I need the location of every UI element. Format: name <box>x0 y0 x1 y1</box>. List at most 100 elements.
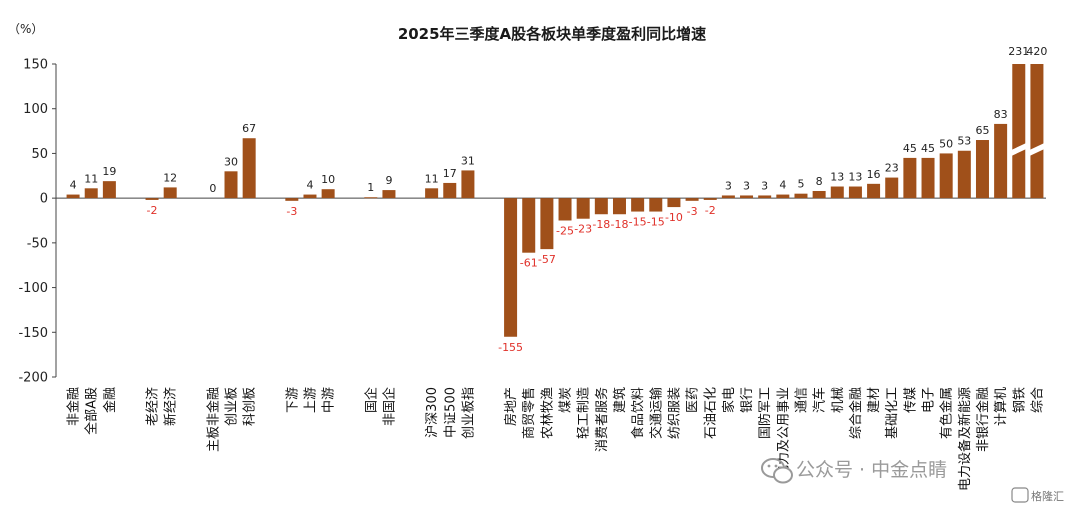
bar <box>285 198 299 201</box>
category-label: 机械 <box>831 387 846 413</box>
category-label: 创业板 <box>225 387 240 426</box>
bar <box>102 181 116 199</box>
category-label: 计算机 <box>994 387 1009 426</box>
bar <box>84 188 98 199</box>
category-label: 有色金属 <box>939 387 955 439</box>
y-tick-label: 50 <box>31 147 48 162</box>
category-label: 非国企 <box>381 387 397 426</box>
category-label: 电子 <box>922 387 937 413</box>
bar <box>576 198 590 219</box>
bar <box>631 198 645 212</box>
y-tick-label: -200 <box>18 371 48 386</box>
category-label: 沪深300 <box>424 387 440 438</box>
value-label: -155 <box>498 341 523 354</box>
category-label: 房地产 <box>503 387 519 426</box>
category-label: 建材 <box>867 387 882 413</box>
category-label: 中证500 <box>443 387 458 438</box>
value-label: 9 <box>385 174 392 187</box>
category-label: 钢铁 <box>1012 387 1027 413</box>
bar <box>1012 64 1026 199</box>
value-label: 30 <box>224 155 238 168</box>
value-label: 17 <box>443 167 457 180</box>
value-label: 45 <box>903 142 917 155</box>
value-label: -57 <box>538 253 556 266</box>
value-label: -15 <box>629 216 647 229</box>
category-label: 基础化工 <box>885 387 900 439</box>
bar <box>612 198 626 215</box>
bar <box>66 194 80 199</box>
value-label: 13 <box>848 171 862 184</box>
bar <box>540 198 554 250</box>
value-label: -18 <box>610 218 628 231</box>
bar <box>994 123 1008 199</box>
category-label: 国企 <box>363 387 379 413</box>
value-label: 16 <box>867 168 881 181</box>
category-label: 创业板指 <box>461 387 476 439</box>
value-label: 4 <box>779 179 786 192</box>
value-label: 67 <box>242 122 256 135</box>
bar <box>721 195 735 199</box>
bar <box>667 198 681 208</box>
value-label: 23 <box>885 162 899 175</box>
bar <box>939 153 953 199</box>
category-label: 电力设备及新能源 <box>957 387 973 491</box>
value-label: 50 <box>939 137 953 150</box>
value-label: -18 <box>592 218 610 231</box>
bar <box>794 193 808 199</box>
y-tick-label: -50 <box>27 236 48 251</box>
bar <box>242 138 256 199</box>
y-axis-unit: （%） <box>8 22 43 36</box>
value-label: 4 <box>306 179 313 192</box>
value-label: 12 <box>163 171 177 184</box>
value-label: 45 <box>921 142 935 155</box>
category-label: 全部A股 <box>84 387 100 435</box>
bar <box>425 188 439 199</box>
value-label: 53 <box>957 135 971 148</box>
bar <box>224 171 238 199</box>
value-label: 11 <box>425 172 439 185</box>
value-label: 31 <box>461 154 475 167</box>
value-label: 420 <box>1026 45 1047 58</box>
bar <box>594 198 608 215</box>
axis-break-marker <box>1010 142 1028 157</box>
category-label: 石油石化 <box>704 387 719 439</box>
bar <box>758 195 772 199</box>
category-label: 通信 <box>794 387 809 413</box>
category-label: 建筑 <box>612 387 628 413</box>
category-label: 国防军工 <box>757 387 773 439</box>
category-label: 食品饮料 <box>630 387 646 439</box>
y-tick-label: 150 <box>23 58 48 73</box>
bar <box>649 198 663 212</box>
value-label: 5 <box>797 178 804 191</box>
category-label: 农林牧渔 <box>540 387 555 439</box>
category-label: 非银行金融 <box>975 387 991 452</box>
value-label: 0 <box>209 182 216 195</box>
bar <box>685 198 699 201</box>
y-tick-label: -100 <box>18 281 48 296</box>
bar <box>921 157 935 199</box>
value-label: 4 <box>70 179 77 192</box>
category-label: 传媒 <box>903 387 918 413</box>
category-label: 非金融 <box>66 387 82 426</box>
value-label: -3 <box>286 205 297 218</box>
value-label: -23 <box>574 223 592 236</box>
value-label: -2 <box>147 204 158 217</box>
category-label: 汽车 <box>812 387 828 413</box>
bar <box>812 190 826 199</box>
category-label: 老经济 <box>146 387 161 426</box>
y-tick-label: 100 <box>23 102 48 117</box>
bar <box>848 186 862 199</box>
category-label: 金融 <box>102 387 118 413</box>
category-label: 轻工制造 <box>577 387 592 439</box>
value-label: -15 <box>647 216 665 229</box>
bar <box>740 195 754 199</box>
bar <box>364 197 378 199</box>
category-label: 主板非金融 <box>205 387 221 452</box>
chart-title: 2025年三季度A股各板块单季度盈利同比增速 <box>398 25 706 43</box>
category-label: 下游 <box>285 387 300 413</box>
bar <box>145 198 159 200</box>
bar <box>303 194 317 199</box>
bar <box>321 189 335 199</box>
bar <box>382 190 396 199</box>
